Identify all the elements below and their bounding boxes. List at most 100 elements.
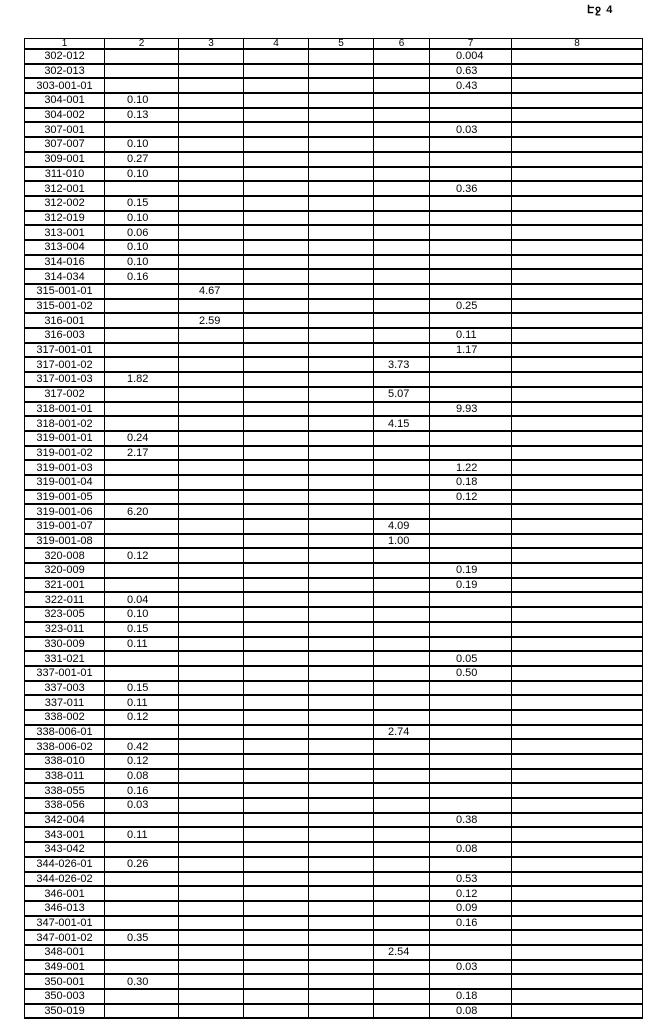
value-cell-col-7 — [429, 239, 512, 256]
value-cell-col-2: 0.15 — [104, 680, 179, 697]
value-cell-col-4 — [243, 430, 309, 447]
value-cell-col-4 — [243, 210, 309, 227]
value-cell-col-3 — [178, 503, 244, 520]
value-cell-col-5 — [308, 694, 374, 711]
value-cell-col-2: 0.10 — [104, 239, 179, 256]
value-cell-col-6 — [373, 929, 430, 946]
value-cell-col-5 — [308, 782, 374, 800]
value-cell-col-4 — [243, 445, 309, 462]
value-cell-col-7 — [429, 782, 512, 800]
value-cell-col-8 — [511, 210, 643, 227]
value-cell-col-2 — [104, 900, 179, 917]
value-cell-col-4 — [243, 503, 309, 520]
value-cell-col-8 — [511, 474, 643, 491]
value-cell-col-6 — [373, 180, 430, 197]
value-cell-col-2 — [104, 841, 179, 858]
value-cell-col-2: 0.04 — [104, 591, 179, 609]
row-code-cell: 323-005 — [24, 606, 105, 623]
row-code-cell: 347-001-02 — [24, 929, 105, 946]
value-cell-col-8 — [511, 753, 643, 770]
value-cell-col-3 — [178, 518, 244, 535]
value-cell-col-8 — [511, 48, 643, 65]
table-row: 337-003 0.15 — [24, 680, 643, 697]
table-row: 338-010 0.12 — [24, 753, 643, 770]
value-cell-col-7: 1.17 — [429, 342, 512, 359]
value-cell-col-5 — [308, 107, 374, 124]
value-cell-col-2: 0.10 — [104, 92, 179, 109]
value-cell-col-4 — [243, 959, 309, 976]
value-cell-col-5 — [308, 430, 374, 447]
row-code-cell: 318-001-02 — [24, 415, 105, 432]
value-cell-col-3 — [178, 841, 244, 858]
value-cell-col-5 — [308, 871, 374, 888]
table-row: 318-001-02 4.15 — [24, 415, 643, 432]
value-cell-col-2: 2.17 — [104, 445, 179, 462]
row-code-cell: 319-001-05 — [24, 489, 105, 506]
value-cell-col-7: 0.25 — [429, 298, 512, 315]
row-code-cell: 317-001-03 — [24, 371, 105, 388]
value-cell-col-7: 0.18 — [429, 988, 512, 1005]
value-cell-col-7: 0.38 — [429, 812, 512, 829]
value-cell-col-6 — [373, 753, 430, 770]
value-cell-col-3 — [178, 151, 244, 168]
value-cell-col-7 — [429, 826, 512, 844]
value-cell-col-4 — [243, 77, 309, 95]
value-cell-col-3 — [178, 988, 244, 1005]
row-code-cell: 311-010 — [24, 166, 105, 183]
value-cell-col-7 — [429, 797, 512, 814]
value-cell-col-3 — [178, 606, 244, 623]
value-cell-col-5 — [308, 915, 374, 932]
row-code-cell: 346-013 — [24, 900, 105, 917]
value-cell-col-2: 0.24 — [104, 430, 179, 447]
row-code-cell: 337-011 — [24, 694, 105, 711]
value-cell-col-3 — [178, 166, 244, 183]
value-cell-col-4 — [243, 166, 309, 183]
value-cell-col-6 — [373, 136, 430, 153]
value-cell-col-5 — [308, 195, 374, 212]
value-cell-col-6 — [373, 650, 430, 667]
value-cell-col-7: 0.43 — [429, 77, 512, 95]
value-cell-col-8 — [511, 606, 643, 623]
value-cell-col-2 — [104, 1003, 179, 1020]
value-cell-col-5 — [308, 489, 374, 506]
row-code-cell: 309-001 — [24, 151, 105, 168]
value-cell-col-7 — [429, 680, 512, 697]
value-cell-col-6 — [373, 562, 430, 579]
table-row: 302-012 0.004 — [24, 48, 643, 65]
value-cell-col-4 — [243, 738, 309, 755]
row-code-cell: 307-001 — [24, 121, 105, 139]
value-cell-col-7 — [429, 929, 512, 946]
value-cell-col-4 — [243, 533, 309, 550]
value-cell-col-2: 6.20 — [104, 503, 179, 520]
value-cell-col-2 — [104, 298, 179, 315]
row-code-cell: 319-001-04 — [24, 474, 105, 491]
table-row: 350-003 0.18 — [24, 988, 643, 1005]
value-cell-col-5 — [308, 738, 374, 755]
table-row: 331-021 0.05 — [24, 650, 643, 667]
value-cell-col-4 — [243, 415, 309, 432]
value-cell-col-3 — [178, 738, 244, 755]
row-code-cell: 338-010 — [24, 753, 105, 770]
value-cell-col-8 — [511, 841, 643, 858]
table-row: 338-006-01 2.74 — [24, 724, 643, 741]
value-cell-col-2 — [104, 944, 179, 961]
value-cell-col-5 — [308, 254, 374, 271]
value-cell-col-6 — [373, 885, 430, 902]
data-table: 1 2 3 4 5 6 7 8 302-012 0.004 302-013 0.63 3… — [24, 38, 643, 1020]
value-cell-col-7 — [429, 753, 512, 770]
row-code-cell: 330-009 — [24, 636, 105, 653]
table-row: 350-019 0.08 — [24, 1003, 643, 1020]
value-cell-col-6 — [373, 195, 430, 212]
value-cell-col-3 — [178, 136, 244, 153]
value-cell-col-5 — [308, 518, 374, 535]
value-cell-col-5 — [308, 327, 374, 344]
value-cell-col-5 — [308, 459, 374, 476]
value-cell-col-7 — [429, 694, 512, 711]
value-cell-col-7 — [429, 768, 512, 785]
value-cell-col-8 — [511, 577, 643, 594]
value-cell-col-6 — [373, 709, 430, 726]
value-cell-col-3: 4.67 — [178, 283, 244, 300]
value-cell-col-5 — [308, 768, 374, 785]
value-cell-col-4 — [243, 988, 309, 1005]
row-code-cell: 342-004 — [24, 812, 105, 829]
